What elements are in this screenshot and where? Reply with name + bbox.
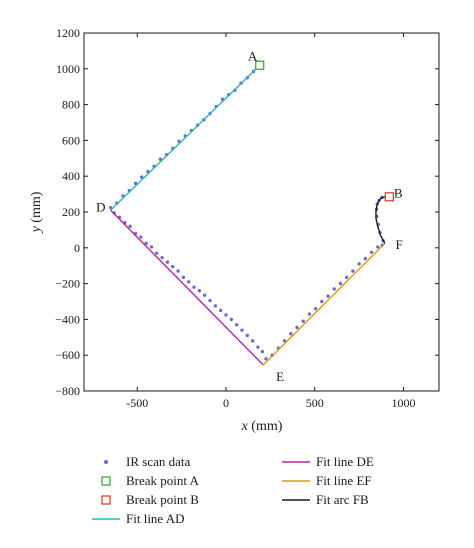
legend-square-marker — [101, 476, 111, 486]
y-axis-variable: y — [29, 225, 44, 234]
scan-point — [192, 285, 196, 289]
scan-point — [345, 275, 349, 280]
fit-lines-layer — [110, 68, 386, 366]
scan-point — [229, 317, 234, 322]
legend: IR scan data Fit line DE Break point A Fit … — [92, 454, 374, 526]
scan-point — [301, 319, 305, 323]
legend-label: Fit line DE — [316, 454, 374, 469]
axis-ticks-layer: -500 0 500 1000 −800 −600 −400 −200 0 200 400 600 80… — [55, 26, 439, 410]
scan-point — [376, 245, 380, 249]
scan-point — [139, 235, 143, 239]
y-tick-label: −800 — [55, 384, 80, 398]
scan-point — [307, 312, 312, 316]
scan-point — [332, 287, 336, 291]
y-axis-label: y (mm) — [29, 191, 44, 234]
y-tick-label: 1200 — [56, 26, 80, 40]
x-tick-label: 500 — [306, 396, 324, 410]
y-tick-label: 800 — [62, 98, 80, 112]
point-label-d: D — [96, 200, 105, 215]
point-label-e: E — [276, 369, 284, 384]
scan-point — [144, 241, 148, 246]
scan-point — [128, 224, 132, 229]
legend-square-marker — [101, 495, 111, 505]
plot-frame — [83, 32, 440, 392]
y-tick-label: −400 — [55, 312, 80, 326]
scan-point — [357, 262, 361, 266]
point-label-a: A — [248, 48, 258, 63]
scan-point — [264, 357, 268, 361]
break-point-a-marker — [255, 60, 265, 70]
y-tick-label: 600 — [62, 133, 80, 147]
scan-point — [108, 205, 113, 210]
fit-line-ad — [110, 68, 257, 211]
scan-point — [149, 245, 154, 249]
scan-point — [250, 339, 255, 343]
scan-point — [326, 294, 330, 298]
y-axis-unit: (mm) — [29, 191, 44, 226]
scan-point — [203, 293, 207, 297]
scan-point — [363, 256, 368, 261]
x-tick-label: -500 — [126, 396, 148, 410]
scan-point — [224, 313, 228, 317]
scan-point — [139, 175, 144, 179]
scan-point — [256, 345, 260, 349]
fit-line-de — [110, 209, 264, 366]
fit-arc-fb — [375, 196, 386, 244]
scan-point — [213, 304, 218, 308]
scan-point — [289, 332, 293, 336]
x-axis-unit: (mm) — [248, 419, 283, 434]
scan-point — [218, 308, 223, 313]
scan-point — [197, 289, 202, 293]
legend-label: Fit line AD — [126, 511, 185, 526]
x-tick-label: 0 — [223, 396, 229, 410]
scan-point — [351, 269, 355, 273]
legend-label: Break point B — [126, 492, 199, 507]
y-tick-label: 1000 — [56, 62, 80, 76]
legend-label: IR scan data — [126, 454, 190, 469]
y-tick-label: 0 — [74, 241, 80, 255]
y-tick-label: 200 — [62, 205, 80, 219]
point-label-b: B — [394, 185, 403, 200]
scan-point — [160, 255, 164, 260]
scan-point — [181, 275, 186, 280]
legend-dot-marker — [104, 460, 108, 464]
y-tick-label: −600 — [55, 348, 80, 362]
break-points-layer — [255, 60, 394, 202]
point-label-f: F — [395, 237, 402, 252]
fit-line-ef — [262, 242, 386, 366]
scan-point — [171, 264, 175, 269]
scan-point — [369, 250, 374, 254]
scan-point — [234, 323, 239, 327]
legend-label: Fit line EF — [316, 473, 372, 488]
point-labels-layer: A B D E F — [96, 48, 403, 383]
x-axis-variable: x — [241, 419, 249, 434]
scan-point — [282, 339, 287, 343]
legend-label: Break point A — [126, 473, 200, 488]
scan-point — [313, 306, 318, 311]
scan-point — [176, 269, 180, 273]
scan-point — [240, 328, 244, 332]
x-tick-label: 1000 — [392, 396, 416, 410]
scan-point — [155, 251, 159, 255]
x-axis-label: x (mm) — [241, 419, 283, 434]
scan-point — [260, 349, 265, 354]
scan-point — [165, 260, 170, 264]
y-tick-label: −200 — [55, 277, 80, 291]
scan-point — [208, 298, 212, 303]
legend-label: Fit arc FB — [316, 492, 369, 507]
scan-point — [320, 299, 324, 304]
scan-point — [187, 280, 191, 284]
scan-points-layer — [108, 69, 385, 361]
scan-point — [245, 333, 249, 338]
y-tick-label: 400 — [62, 169, 80, 183]
scan-point — [338, 281, 343, 286]
break-point-b-marker — [384, 192, 394, 202]
scan-point — [133, 181, 138, 186]
scan-point — [295, 325, 299, 330]
scan-point — [158, 157, 163, 161]
